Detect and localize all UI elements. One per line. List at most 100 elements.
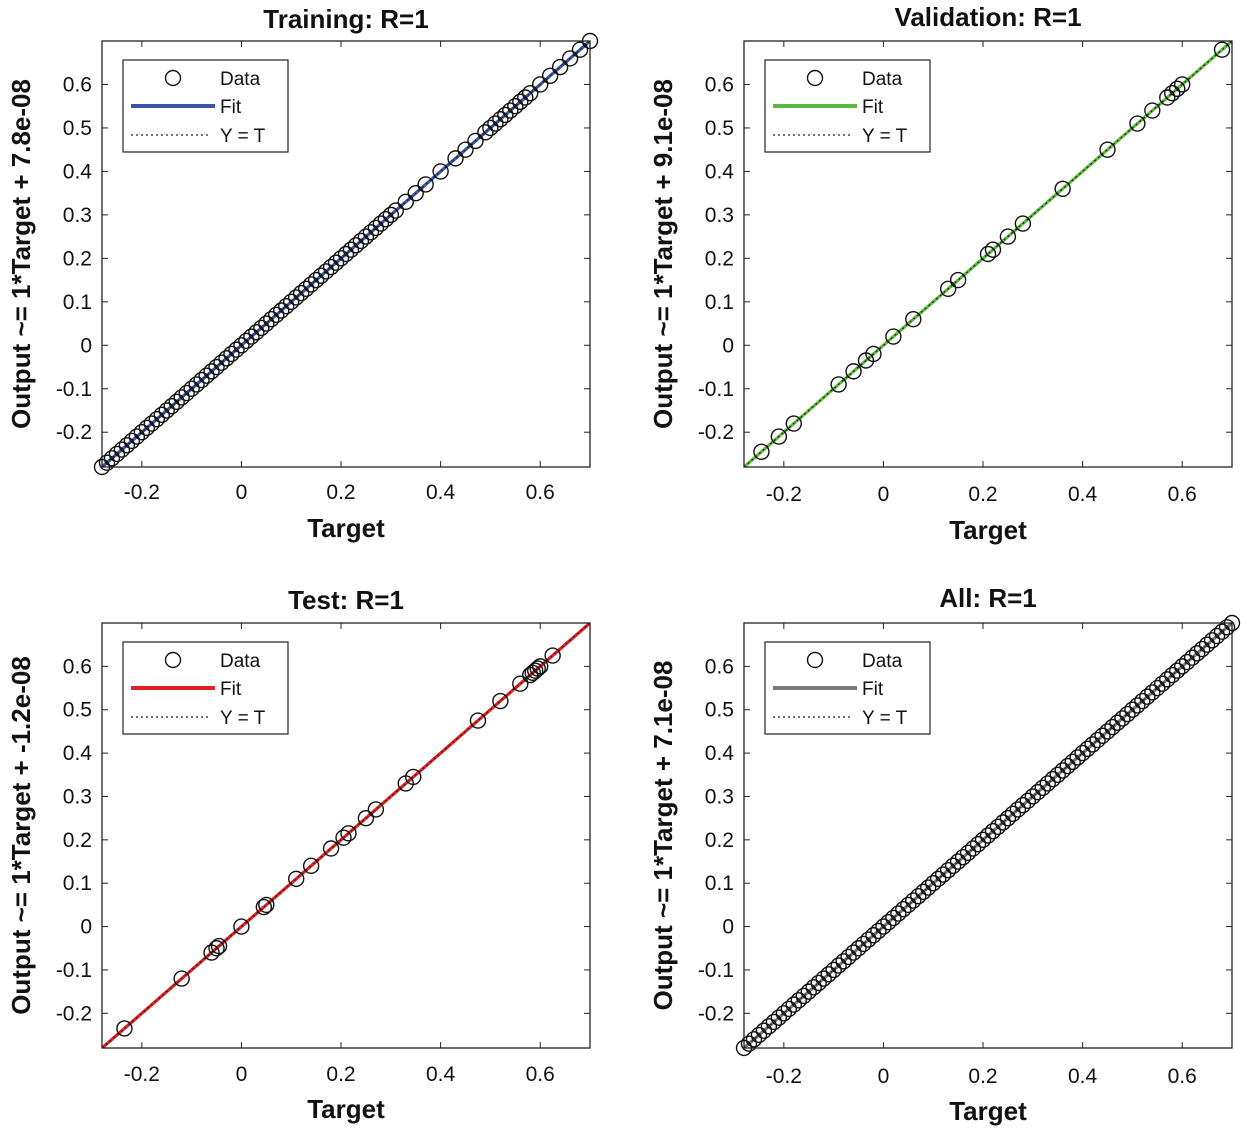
y-tick-label: -0.1 [56,378,92,401]
data-point [382,206,400,224]
data-point [870,922,887,940]
data-point [372,215,390,232]
legend-data-marker [164,69,182,87]
data-point [208,940,225,957]
data-point [1174,658,1191,675]
data-point [178,384,195,402]
plot-title: Training: R=1 [263,4,428,34]
data-point [417,176,434,193]
data-point [780,1000,798,1018]
y-tick-label: 0.4 [63,742,93,765]
data-point [753,443,770,460]
data-point [770,428,788,445]
data-point [253,319,270,337]
data-point [785,996,802,1013]
data-point [302,276,320,293]
data-point [1144,684,1161,701]
data-point [770,1009,788,1026]
data-point [367,219,385,237]
x-tick-label: 0.6 [526,1063,555,1086]
data-point [322,258,340,276]
data-point [920,879,937,896]
y-tick-label: 0.1 [705,291,734,314]
data-point [512,93,529,111]
y-tick-label: 0.5 [63,699,92,722]
data-point [930,870,947,888]
data-point [979,827,997,844]
data-point [312,267,330,284]
data-point [795,987,812,1005]
y-tick-label: 0.2 [63,247,92,270]
data-point [193,371,210,389]
data-point [297,280,315,297]
data-point [128,428,146,445]
y-tick-label: -0.2 [698,1002,734,1025]
legend: Data Fit Y = T [764,641,931,735]
data-point [561,50,579,67]
y-tick-label: 0.3 [705,204,734,227]
y-tick-label: -0.2 [698,421,734,444]
x-tick-label: 0.2 [326,481,355,504]
data-point [1144,102,1161,119]
y-tick-label: 0 [80,916,92,939]
data-point [939,861,957,879]
data-point [477,124,494,141]
x-tick-label: -0.2 [766,1065,802,1088]
y-axis-label: Output ~= 1*Target + 9.1e-08 [648,79,678,429]
data-point [999,228,1017,245]
data-point [1129,697,1146,714]
x-tick-label: 0 [236,1063,248,1086]
data-point [307,271,325,289]
y-tick-label: 0.3 [705,785,734,808]
x-tick-label: 0.6 [1168,1065,1197,1088]
data-point [198,367,215,384]
data-point [800,983,817,1000]
data-point [830,376,847,393]
data-point [845,363,862,380]
y-tick-label: 0.5 [705,699,734,722]
data-point [1159,89,1176,106]
data-point [969,835,987,853]
data-point [1149,679,1166,697]
data-point [830,957,847,974]
data-point [1029,783,1046,801]
y-tick-label: 0 [80,334,92,357]
y-tick-label: -0.1 [698,378,734,401]
data-point [340,825,357,842]
data-point [949,853,967,870]
data-point [527,662,544,679]
data-point [820,966,837,983]
data-point [999,809,1017,827]
data-point [865,345,882,363]
data-point [964,840,982,857]
data-point [1188,645,1206,662]
x-axis-label: Target [307,1094,385,1124]
data-point [1174,76,1191,93]
y-tick-label: 0.1 [63,872,92,895]
legend-label-identity: Y = T [862,708,908,729]
data-point [1039,775,1056,792]
y-tick-label: 0.5 [63,117,92,140]
data-point [805,979,822,996]
data-point [357,228,375,245]
data-point [939,280,957,297]
data-point [989,818,1007,836]
legend-data-marker [806,651,824,669]
data-point [103,450,121,467]
data-point [502,102,519,119]
data-point [138,419,156,437]
y-tick-label: 0.2 [63,829,92,852]
subplot-training: -0.2 0 0.2 0.4 0.6 -0.2 -0.1 0 0.1 0.2 0.3 0.4 0.5 0.… [6,4,599,543]
legend-label-identity: Y = T [220,708,266,729]
data-point [532,76,549,93]
y-tick-label: -0.1 [56,959,92,982]
plot-marks [744,623,1232,1048]
data-point [113,441,131,458]
y-tick-label: 0.6 [705,655,734,678]
data-point [118,437,136,454]
data-point [1094,727,1111,744]
subplot-validation: -0.2 0 0.2 0.4 0.6 -0.2 -0.1 0 0.1 0.2 0.3 0.4 0.5 0.… [648,2,1233,545]
data-point [467,132,484,150]
data-point [1084,736,1101,753]
legend-data-marker [806,69,824,87]
